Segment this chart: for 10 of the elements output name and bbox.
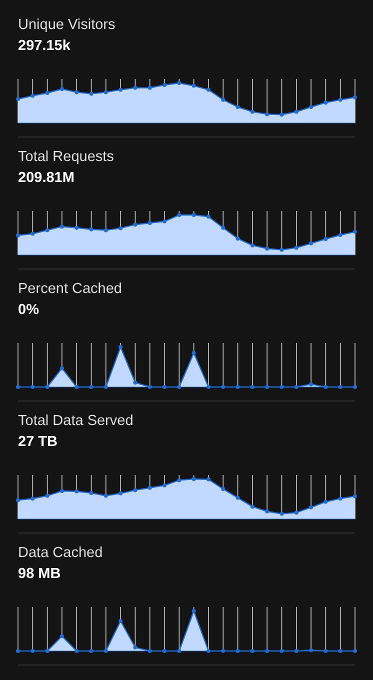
chart-title: Data Cached [18,545,103,561]
chart-title: Total Requests [18,149,114,165]
chart-title: Total Data Served [18,413,134,429]
chart-subtitle: 297.15k [18,38,72,54]
chart-subtitle: 209.81M [18,170,74,186]
chart-title: Percent Cached [18,281,122,297]
chart-subtitle: 98 MB [18,566,61,582]
chart-title: Unique Visitors [18,17,116,33]
chart-subtitle: 27 TB [18,434,58,450]
chart-subtitle: 0% [18,302,40,318]
